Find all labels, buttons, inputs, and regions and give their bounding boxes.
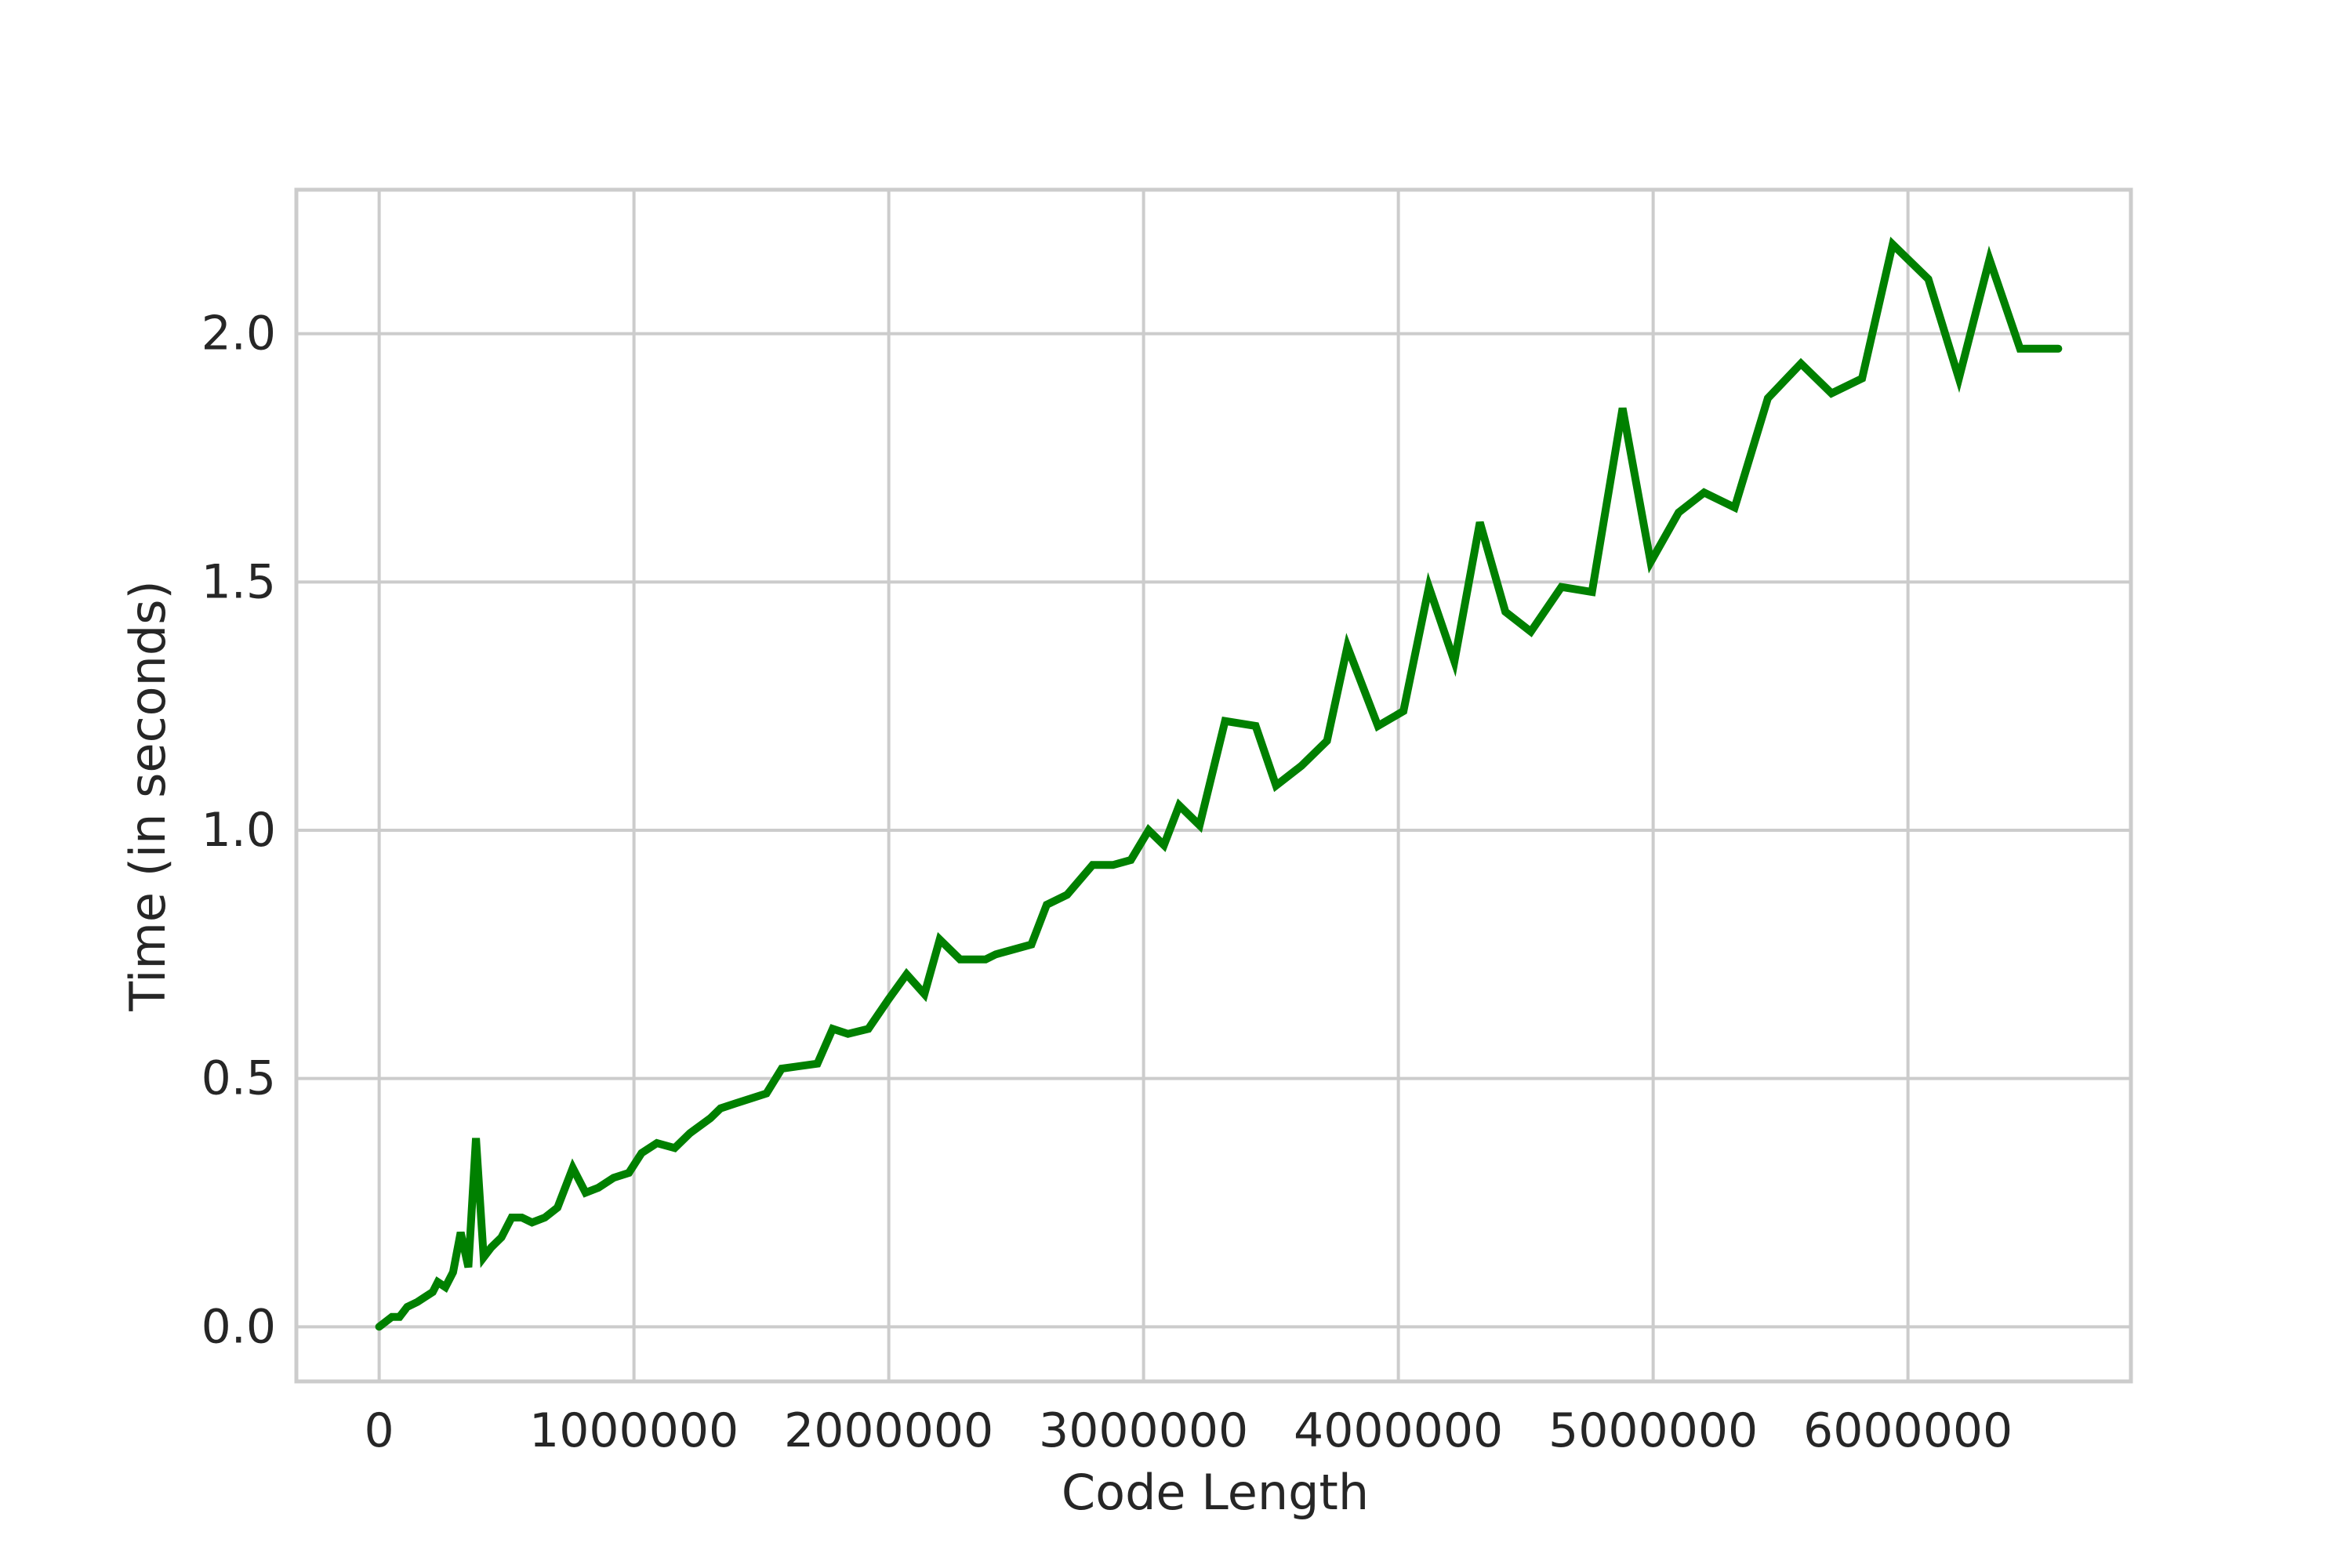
x-tick-label: 0 [365, 1403, 394, 1458]
plot-frame [294, 187, 2133, 1384]
x-tick-label: 5000000 [1548, 1403, 1758, 1458]
y-tick-label: 0.5 [201, 1051, 276, 1106]
x-tick-label: 4000000 [1294, 1403, 1503, 1458]
x-axis-ticks: 0 1000000 2000000 3000000 4000000 5000000 6000… [365, 1403, 2013, 1458]
series-line-0 [375, 236, 2063, 1331]
y-tick-label: 1.0 [201, 803, 276, 858]
x-tick-label: 2000000 [784, 1403, 993, 1458]
y-tick-label: 1.5 [201, 554, 276, 609]
grid-layer [296, 190, 2131, 1381]
y-tick-label: 0.0 [201, 1299, 276, 1354]
y-tick-label: 2.0 [201, 307, 276, 361]
y-axis-ticks: 0.0 0.5 1.0 1.5 2.0 [201, 307, 276, 1355]
x-axis-label: Code Length [1062, 1464, 1369, 1521]
x-tick-label: 1000000 [529, 1403, 739, 1458]
series-layer [375, 236, 2063, 1331]
y-axis-label: Time (in seconds) [119, 580, 176, 1011]
x-tick-label: 6000000 [1803, 1403, 2013, 1458]
plot-area-frame [294, 187, 2133, 1384]
x-tick-label: 3000000 [1039, 1403, 1248, 1458]
